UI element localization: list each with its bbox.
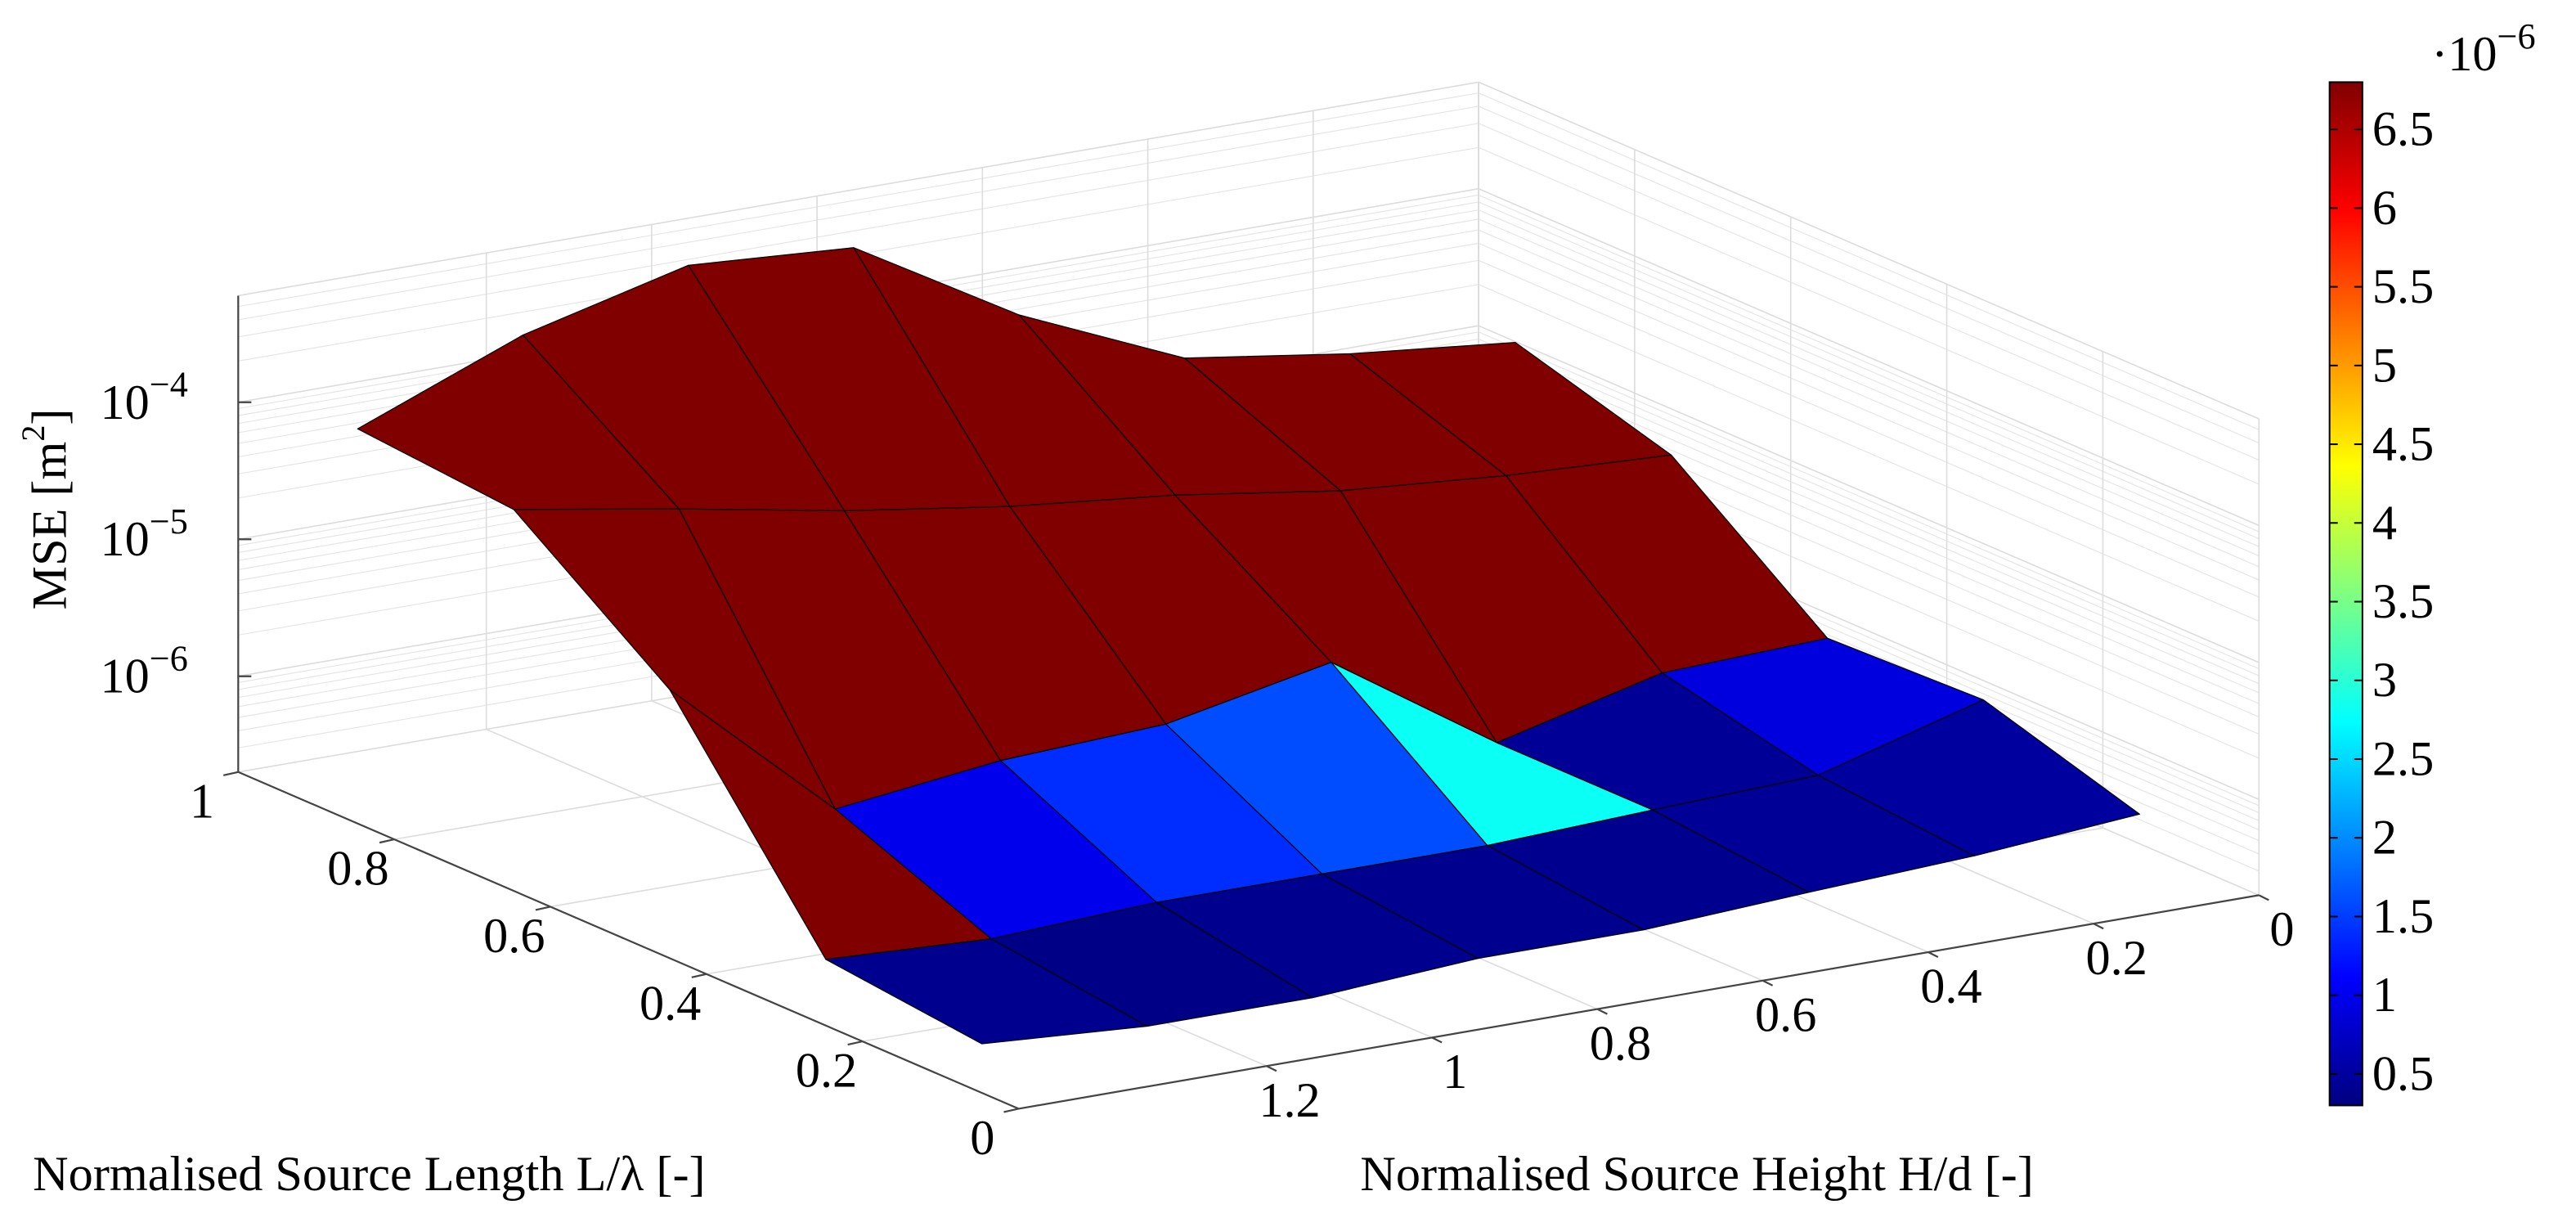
z-tick-label-exponent: −4	[150, 364, 188, 404]
minor-grid-line	[238, 92, 1479, 308]
colorbar-tick-label: 3	[2372, 653, 2397, 708]
z-tick-label: 10−4	[101, 364, 188, 429]
z-axis-label-text: MSE [m	[22, 442, 77, 610]
wall-edge	[1478, 81, 2260, 420]
minor-grid-line	[238, 106, 1479, 321]
wall-edge	[238, 81, 1479, 297]
minor-grid-line	[1478, 346, 2260, 685]
x-tick	[222, 771, 239, 776]
x-tick	[691, 973, 707, 978]
y-tick-label: 1	[1443, 1045, 1467, 1099]
colorbar-multiplier-base: ·10	[2431, 27, 2497, 82]
x-tick	[535, 906, 551, 911]
z-tick-label-base: 10	[101, 512, 150, 567]
colorbar-multiplier-exponent: −6	[2497, 16, 2536, 56]
y-axis-label: Normalised Source Height H/d [-]	[1360, 1147, 2033, 1202]
y-axis-line	[1018, 894, 2260, 1110]
minor-grid-line	[1478, 259, 2260, 598]
axes: 00.20.40.60.8100.20.40.60.811.210−610−51…	[101, 295, 2294, 1166]
x-tick-label: 0.4	[640, 976, 701, 1031]
z-tick-label: 10−6	[101, 638, 188, 703]
y-tick	[1266, 1065, 1277, 1072]
minor-grid-line	[1478, 229, 2260, 568]
colorbar-tick-label: 6	[2372, 181, 2397, 236]
colorbar-tick-label: 6.5	[2372, 102, 2434, 157]
colorbar-tick-label: 5.5	[2372, 259, 2434, 314]
y-tick-label: 0.8	[1590, 1016, 1651, 1071]
y-tick-label: 0.2	[2086, 931, 2147, 986]
x-tick-label: 1	[190, 774, 214, 829]
minor-grid-line	[1478, 123, 2260, 461]
minor-grid-line	[1478, 209, 2260, 547]
x-axis-line	[237, 771, 1019, 1110]
y-tick-label: 0.6	[1755, 987, 1816, 1042]
grid-line	[1478, 325, 2260, 663]
minor-grid-line	[1478, 338, 2260, 676]
x-tick-label: 0	[970, 1111, 994, 1166]
y-tick	[1928, 951, 1939, 959]
z-tick-label-exponent: −5	[150, 501, 188, 542]
z-tick-label: 10−5	[101, 501, 188, 567]
minor-grid-line	[1478, 284, 2260, 622]
y-tick	[1762, 979, 1774, 987]
x-tick	[1003, 1108, 1019, 1113]
z-axis-label: MSE [m2]	[15, 409, 77, 610]
y-tick-label: 0	[2269, 902, 2294, 957]
x-tick	[379, 838, 395, 844]
z-tick-label-base: 10	[101, 649, 150, 703]
colorbar: 0.5 1 1.5 2 2.5 3 3.5 4 4.5 5 5.5 6 6.5	[2328, 81, 2434, 1107]
minor-grid-line	[1478, 106, 2260, 444]
colorbar-tick-label: 1	[2372, 968, 2397, 1022]
y-tick	[1431, 1036, 1443, 1044]
minor-grid-line	[1478, 92, 2260, 430]
colorbar-tick-label: 0.5	[2372, 1046, 2434, 1101]
surface-patch	[825, 938, 1148, 1045]
colorbar-multiplier: ·10−6	[2431, 16, 2535, 82]
minor-grid-line	[1478, 242, 2260, 581]
colorbar-tick-label: 5	[2372, 338, 2397, 393]
x-axis-label: Normalised Source Length L/λ [-]	[33, 1147, 705, 1202]
z-axis-label-sup: 2	[15, 425, 52, 442]
colorbar-tick-label: 4.5	[2372, 417, 2434, 472]
colorbar-tick-label: 3.5	[2372, 574, 2434, 629]
x-tick	[847, 1040, 863, 1046]
y-tick	[1596, 1008, 1608, 1015]
grid-line	[1478, 187, 2260, 527]
minor-grid-line	[1478, 194, 2260, 533]
y-tick-label: 1.2	[1259, 1073, 1320, 1128]
surface	[357, 247, 2140, 1045]
minor-grid-line	[1478, 331, 2260, 670]
y-tick-label: 0.4	[1920, 960, 1981, 1014]
minor-grid-line	[238, 123, 1479, 338]
colorbar-tick-label: 2	[2372, 811, 2397, 865]
minor-grid-line	[1478, 201, 2260, 540]
y-tick	[2093, 923, 2104, 930]
z-tick-label-base: 10	[101, 375, 150, 429]
colorbar-tick-label: 4	[2372, 496, 2397, 551]
y-tick	[2258, 894, 2269, 901]
minor-grid-line	[1478, 218, 2260, 557]
colorbar-tick-label: 1.5	[2372, 889, 2434, 944]
x-tick-label: 0.6	[483, 909, 545, 964]
z-axis-label-end: ]	[22, 409, 77, 425]
minor-grid-line	[1478, 146, 2260, 485]
colorbar-scale	[2328, 81, 2363, 1107]
x-tick-label: 0.8	[327, 842, 388, 897]
x-tick-label: 0.2	[796, 1044, 857, 1099]
z-tick-label-exponent: −6	[150, 638, 188, 678]
colorbar-tick-label: 2.5	[2372, 731, 2434, 786]
